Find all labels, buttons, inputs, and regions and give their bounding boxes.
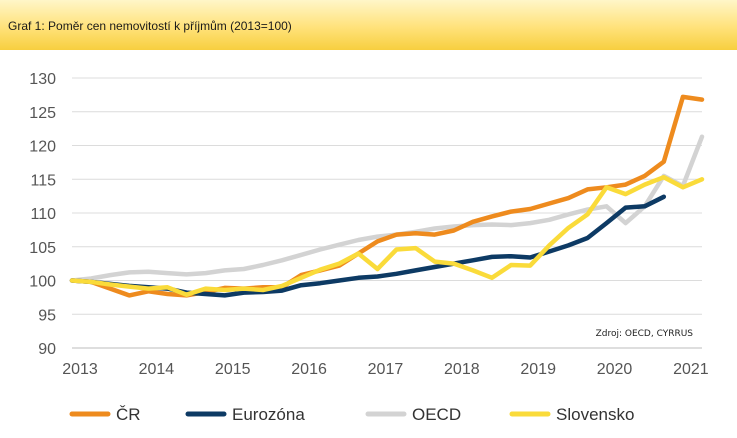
series-line-3 — [69, 174, 705, 297]
x-tick-label-2013: 2013 — [62, 361, 98, 378]
x-axis-ticks: 2013 2014 2015 2016 2017 2018 2019 2020 2021 — [62, 361, 709, 378]
y-axis-ticks: 90 95 100 105 110 115 120 125 130 — [29, 71, 56, 358]
x-tick-label-2014: 2014 — [139, 361, 175, 378]
y-tick-label-115: 115 — [30, 172, 56, 189]
legend-label-1: Eurozóna — [232, 405, 305, 424]
series-lines — [69, 94, 705, 298]
legend: ČR Eurozóna OECD Slovensko — [69, 405, 634, 424]
y-tick-label-100: 100 — [29, 274, 56, 291]
x-tick-label-2016: 2016 — [291, 361, 327, 378]
y-tick-label-120: 120 — [29, 139, 56, 156]
source-note: Zdroj: OECD, CYRRUS — [596, 329, 694, 339]
y-tick-label-95: 95 — [38, 307, 56, 324]
gridlines — [72, 77, 702, 315]
x-tick-label-2018: 2018 — [444, 361, 480, 378]
series-line-2 — [69, 134, 705, 283]
y-tick-label-110: 110 — [30, 206, 56, 223]
y-tick-label-125: 125 — [29, 105, 56, 122]
x-tick-label-2015: 2015 — [215, 361, 251, 378]
legend-label-2: OECD — [412, 405, 461, 424]
y-tick-label-105: 105 — [29, 240, 56, 257]
legend-label-0: ČR — [116, 405, 141, 424]
x-tick-label-2021: 2021 — [673, 361, 709, 378]
series-line-0 — [69, 94, 705, 298]
chart-title: Graf 1: Poměr cen nemovitostí k příjmům … — [8, 19, 292, 33]
y-tick-label-90: 90 — [38, 341, 56, 358]
chart-header: Graf 1: Poměr cen nemovitostí k příjmům … — [0, 0, 737, 50]
x-tick-label-2017: 2017 — [368, 361, 404, 378]
x-tick-label-2019: 2019 — [520, 361, 556, 378]
y-tick-label-130: 130 — [29, 71, 56, 88]
x-tick-label-2020: 2020 — [597, 361, 633, 378]
legend-label-3: Slovensko — [556, 405, 634, 424]
